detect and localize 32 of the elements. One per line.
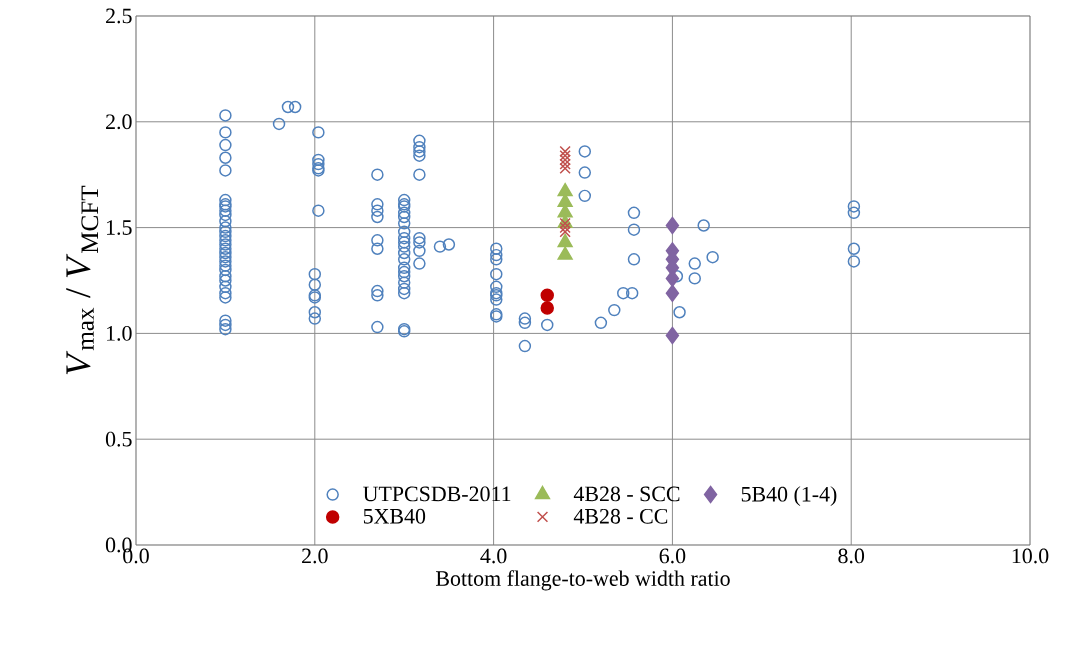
legend-label: 5B40 (1-4) (741, 486, 837, 507)
point (559, 158, 571, 170)
legend-label: UTPCSDB-2011 (363, 486, 511, 502)
point (557, 182, 573, 197)
point (559, 145, 571, 158)
point (559, 154, 571, 166)
point (559, 221, 571, 234)
y-tick-label: 2.5 (106, 8, 132, 24)
x-tick-label: 4.0 (480, 548, 507, 564)
x-tick-label: 8.0 (838, 548, 865, 564)
legend-label: 4B28 - CC (573, 508, 668, 524)
x-axis-title: Bottom flange-to-web width ratio (436, 570, 730, 591)
point (540, 288, 554, 303)
y-tick-label: 1.5 (107, 220, 132, 235)
point (557, 246, 573, 260)
y-tick-label: 0.5 (105, 431, 132, 447)
y-tick-label: 2.0 (106, 114, 132, 130)
point (557, 233, 573, 248)
point (559, 149, 571, 162)
x-tick-label: 2.0 (302, 548, 328, 564)
legend-label: 4B28 - SCC (573, 486, 680, 502)
y-tick-label: 1.0 (107, 325, 132, 341)
point (665, 216, 680, 235)
point (559, 162, 571, 175)
point (559, 226, 571, 238)
point (540, 301, 554, 315)
y-axis-title: V$_{max}$ / V$_{MCFT}$ (66, 185, 99, 375)
x-tick-label: 6.0 (659, 548, 686, 564)
point (665, 284, 680, 302)
point (665, 326, 680, 345)
legend-label: 5XB40 (363, 508, 426, 524)
x-tick-label: 10.0 (1012, 548, 1049, 564)
